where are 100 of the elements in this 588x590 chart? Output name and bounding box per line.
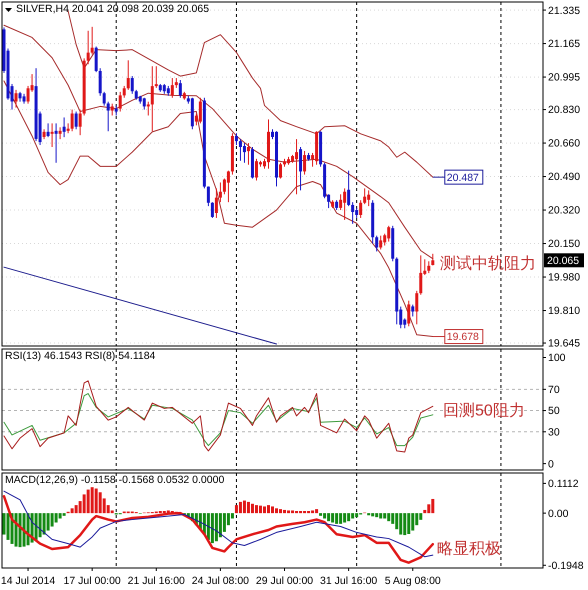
candlestick — [234, 132, 238, 146]
candlestick — [198, 97, 202, 124]
y-tick-label: 19.980 — [548, 272, 580, 284]
bar — [62, 513, 66, 516]
candlestick — [379, 235, 382, 250]
candlestick — [134, 89, 138, 100]
bar — [6, 513, 10, 540]
candlestick — [26, 85, 30, 104]
candlestick — [295, 138, 298, 195]
candlestick — [246, 142, 250, 166]
candlestick — [102, 91, 106, 106]
y-tick-label: 0.00 — [548, 508, 569, 520]
candlestick — [178, 80, 182, 98]
candlestick — [206, 186, 210, 207]
bar — [42, 513, 46, 535]
bar — [250, 504, 254, 514]
candlestick — [347, 170, 350, 207]
bar — [335, 513, 338, 524]
line-series — [2, 495, 434, 564]
candlestick — [94, 46, 98, 73]
bar — [323, 513, 326, 518]
bar — [86, 490, 90, 514]
candlestick — [162, 83, 166, 94]
candlestick — [46, 122, 50, 138]
bar — [18, 513, 22, 548]
candlestick — [122, 85, 126, 98]
x-tick-label: 14 Jul 2014 — [0, 575, 56, 587]
candlestick — [303, 150, 306, 176]
bar — [431, 498, 434, 514]
candlestick — [62, 116, 66, 138]
candlestick — [431, 253, 434, 266]
candlestick — [335, 200, 338, 211]
y-tick-label: 30 — [548, 426, 560, 438]
x-tick-label: 17 Jul 00:00 — [64, 575, 121, 587]
candlestick — [226, 170, 230, 203]
y-tick-label: 20.830 — [548, 104, 580, 116]
candlestick — [66, 122, 70, 134]
line-series — [4, 380, 434, 452]
chart-title: SILVER,H4 20.041 20.098 20.039 20.065 — [16, 3, 210, 15]
annotation: 测试中轨阻力 — [440, 254, 536, 273]
candlestick — [359, 200, 362, 218]
y-tick-label: 0.1112 — [548, 478, 579, 490]
candlestick — [407, 300, 410, 327]
y-tick-label: 100 — [548, 352, 566, 364]
bar — [258, 506, 262, 514]
candlestick — [118, 91, 122, 112]
annotation: 回测50阻力 — [443, 402, 525, 420]
line-series — [4, 24, 434, 260]
bar — [14, 513, 18, 547]
y-tick-label: 21.165 — [548, 38, 580, 50]
bar — [355, 513, 358, 518]
bar — [34, 513, 38, 540]
candlestick — [98, 68, 102, 96]
candlestick — [150, 66, 154, 132]
bar — [311, 510, 314, 514]
y-tick-label: 0 — [548, 458, 554, 470]
candlestick — [146, 101, 150, 116]
candlestick — [166, 85, 170, 96]
x-tick-label: 29 Jul 00:00 — [256, 575, 314, 587]
bar — [262, 506, 266, 514]
bar — [58, 513, 62, 518]
bar — [98, 492, 102, 514]
bar — [74, 505, 78, 514]
bar — [411, 513, 414, 531]
bar — [283, 510, 286, 514]
bar — [94, 488, 98, 514]
chart-title: RSI(13) 46.1543 RSI(8) 54.1184 — [5, 350, 156, 362]
bar — [50, 513, 54, 527]
candlestick — [279, 162, 282, 180]
y-tick-label: 20.660 — [548, 138, 580, 150]
bar — [387, 513, 390, 522]
bar — [291, 510, 294, 514]
y-tick-label: 20.995 — [548, 72, 580, 84]
x-tick-label: 5 Aug 08:00 — [384, 575, 441, 587]
bar — [351, 513, 354, 518]
candlestick — [238, 138, 242, 162]
candlestick — [415, 290, 418, 325]
bar — [206, 513, 210, 540]
bar — [287, 510, 290, 514]
bar — [399, 513, 402, 535]
bar — [70, 508, 74, 514]
candlestick — [427, 260, 430, 274]
annotation: 19.678 — [446, 331, 480, 344]
candlestick — [170, 78, 174, 98]
candlestick — [355, 208, 358, 218]
candlestick — [110, 103, 114, 116]
bar — [271, 506, 274, 514]
y-tick-label: 20.150 — [548, 238, 580, 250]
y-tick-label: 50 — [548, 405, 560, 418]
candlestick — [339, 194, 342, 211]
line-series — [4, 80, 434, 338]
candlestick — [22, 93, 26, 104]
bar — [403, 513, 406, 536]
bar — [242, 500, 246, 514]
line-series — [4, 393, 434, 446]
y-tick-label: 19.810 — [548, 305, 580, 318]
candlestick — [254, 158, 258, 181]
bar — [254, 505, 258, 514]
candlestick — [375, 235, 378, 252]
bar — [218, 513, 222, 538]
